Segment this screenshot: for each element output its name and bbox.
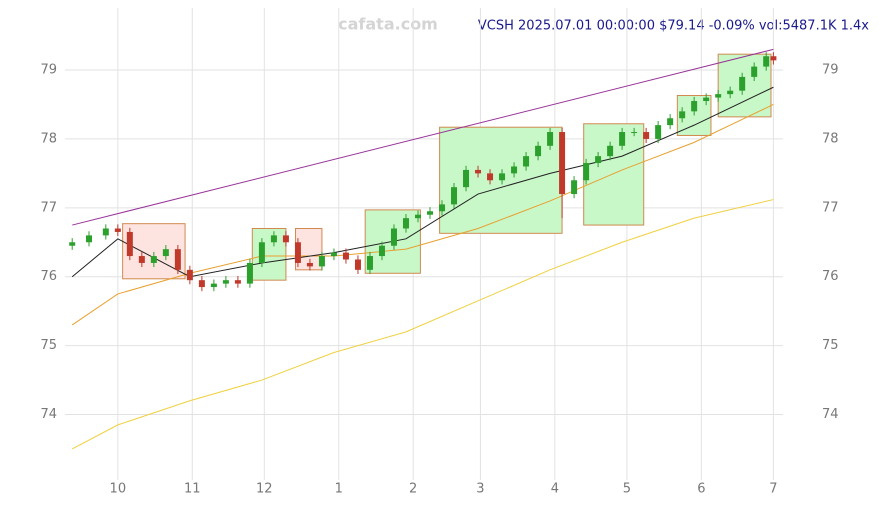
candle-body xyxy=(330,252,337,257)
candle-body xyxy=(679,111,686,119)
y-tick-label-right: 75 xyxy=(822,338,839,353)
chart-title: VCSH 2025.07.01 00:00:00 $79.14 -0.09% v… xyxy=(478,19,869,34)
y-tick-label-right: 78 xyxy=(822,131,839,146)
candle-body xyxy=(282,235,289,243)
line-series xyxy=(72,48,774,226)
x-tick-label: 2 xyxy=(409,482,417,497)
candle-body xyxy=(463,169,470,188)
candle-body xyxy=(535,145,542,157)
line-series xyxy=(71,104,774,326)
candle-body xyxy=(511,166,518,174)
candle-body xyxy=(571,180,578,195)
y-tick-label: 74 xyxy=(40,407,57,422)
candle-body xyxy=(174,249,181,270)
candle-body xyxy=(378,245,385,257)
candle-body xyxy=(294,242,301,263)
candle-body xyxy=(234,280,241,284)
candle-body xyxy=(246,262,253,284)
candle-body xyxy=(162,249,169,257)
candle-body xyxy=(69,242,76,246)
candle-body xyxy=(186,269,193,281)
candle-body xyxy=(631,132,638,134)
candle-body xyxy=(715,94,722,98)
candle-body xyxy=(763,56,770,67)
x-tick-label: 10 xyxy=(110,482,127,497)
candle-body xyxy=(595,156,602,164)
x-tick-label: 11 xyxy=(184,482,201,497)
y-tick-label: 79 xyxy=(40,63,57,78)
candle-body xyxy=(114,228,121,232)
candle-body xyxy=(138,256,145,263)
candle-body xyxy=(390,228,397,246)
candle-body xyxy=(451,187,458,205)
y-tick-label-right: 74 xyxy=(822,407,839,422)
candle-body xyxy=(306,262,313,267)
x-tick-label: 3 xyxy=(476,482,484,497)
x-tick-label: 4 xyxy=(551,482,559,497)
box xyxy=(251,227,287,281)
y-tick-label-right: 76 xyxy=(822,269,839,284)
x-tick-label: 7 xyxy=(769,482,777,497)
x-tick-label: 6 xyxy=(697,482,705,497)
candle-body xyxy=(619,132,626,146)
box xyxy=(122,223,186,280)
candle-body xyxy=(559,132,566,195)
x-tick-label: 1 xyxy=(335,482,343,497)
candle-body xyxy=(342,252,349,260)
candle-body xyxy=(198,280,205,288)
candle-body xyxy=(655,125,662,139)
line-series xyxy=(71,199,774,450)
candle-body xyxy=(703,97,710,102)
box xyxy=(583,123,645,226)
candle-body xyxy=(414,214,421,219)
candle-body xyxy=(499,173,506,181)
y-tick-label: 77 xyxy=(40,200,57,215)
candle-body xyxy=(427,211,434,215)
candle-body xyxy=(270,235,277,243)
candle-body xyxy=(643,132,650,139)
candle-body xyxy=(439,204,446,212)
y-tick-label: 76 xyxy=(40,269,57,284)
candle-body xyxy=(583,163,590,181)
candle-body xyxy=(86,235,93,243)
candle-body xyxy=(366,256,373,270)
candle-body xyxy=(210,283,217,288)
candle-body xyxy=(475,169,482,174)
candle-body xyxy=(258,242,265,263)
candle-body xyxy=(150,256,157,263)
line-series xyxy=(71,86,774,278)
candle-body xyxy=(547,132,554,146)
candle-body xyxy=(523,156,530,167)
x-tick-label: 12 xyxy=(256,482,273,497)
y-tick-label: 75 xyxy=(40,338,57,353)
candle-body xyxy=(691,101,698,112)
candle-body xyxy=(770,56,777,61)
x-tick-label: 5 xyxy=(623,482,631,497)
candle-body xyxy=(222,280,229,284)
candle-body xyxy=(126,231,133,257)
candle-body xyxy=(354,259,361,270)
watermark: cafata.com xyxy=(338,15,438,34)
candle-body xyxy=(402,218,409,229)
candle-body xyxy=(727,90,734,95)
y-tick-label-right: 77 xyxy=(822,200,839,215)
y-tick-label: 78 xyxy=(40,131,57,146)
candle-body xyxy=(751,66,758,77)
candle-body xyxy=(739,76,746,91)
candle-body xyxy=(318,256,325,267)
candle-body xyxy=(102,228,109,236)
candle-body xyxy=(607,145,614,157)
y-tick-label-right: 79 xyxy=(822,63,839,78)
candle-body xyxy=(667,118,674,126)
candle-body xyxy=(487,173,494,181)
